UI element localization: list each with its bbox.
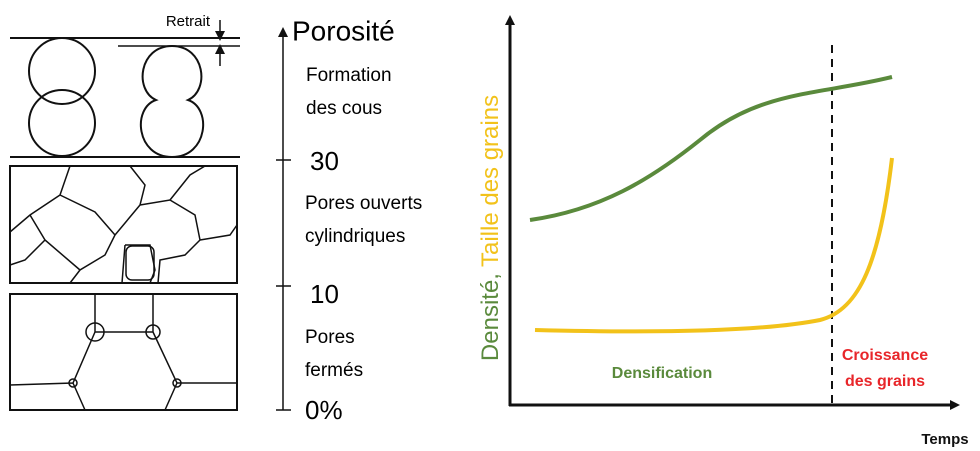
tick-label: 0% xyxy=(305,395,343,425)
stage-label: cylindriques xyxy=(305,226,405,247)
region-label: des grains xyxy=(845,373,925,390)
stage-label: des cous xyxy=(306,98,382,119)
tick-label: 30 xyxy=(310,146,339,176)
density-label: Densité, xyxy=(477,273,504,361)
stage-label: Formation xyxy=(306,65,392,86)
tick-label: 10 xyxy=(310,279,339,309)
region-label: Croissance xyxy=(842,347,928,364)
grain-size-label: Taille des grains xyxy=(477,95,504,267)
x-axis-label: Temps xyxy=(921,431,968,448)
region-label: Densification xyxy=(612,365,712,382)
sintering-graph: Densité,Taille des grains Densification … xyxy=(477,15,969,448)
porosity-axis: Porosité Formation des cous 30 Pores ouv… xyxy=(276,15,422,425)
axis-title: Porosité xyxy=(292,15,395,46)
closed-pore-stage xyxy=(9,293,238,411)
y-axis-label: Densité, Taille des grains xyxy=(477,95,504,361)
stage-label: fermés xyxy=(305,360,363,381)
stage-label: Pores ouverts xyxy=(305,193,422,214)
shrink-label: Retrait xyxy=(166,13,211,30)
neck-stage: Retrait xyxy=(10,13,240,159)
stage-label: Pores xyxy=(305,327,355,348)
open-pore-stage xyxy=(9,165,238,284)
